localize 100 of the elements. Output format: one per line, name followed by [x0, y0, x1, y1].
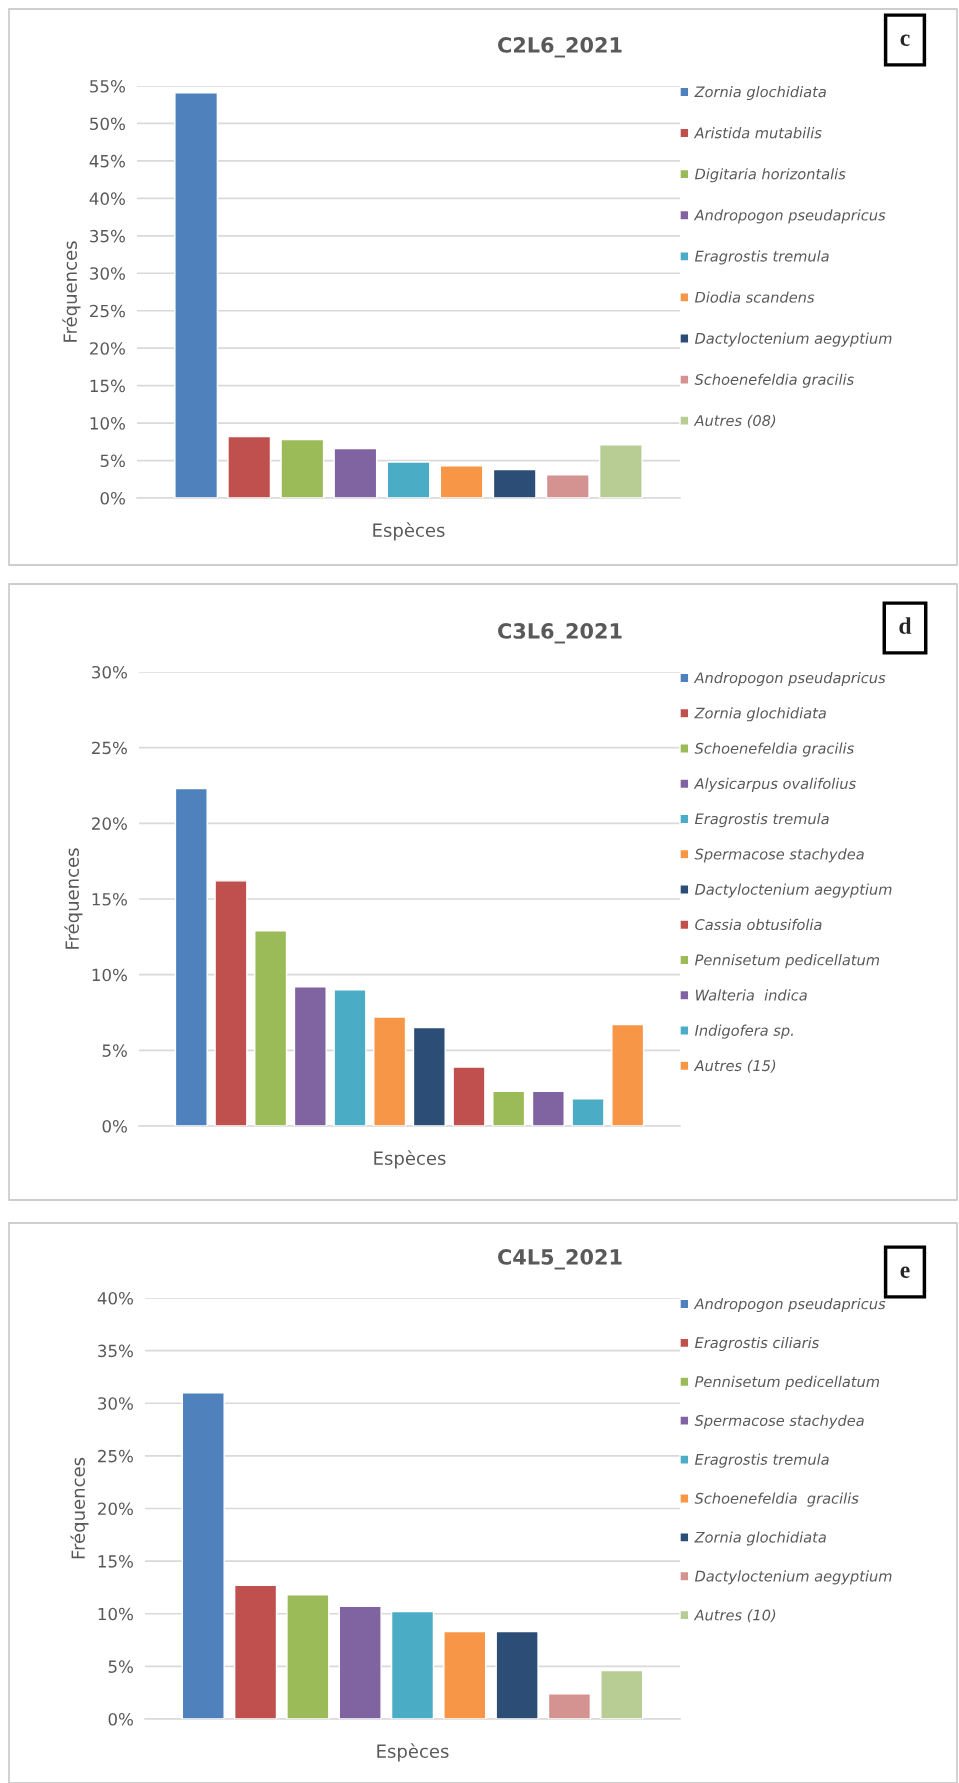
bar: [598, 444, 643, 498]
y-tick-label: 40%: [97, 1291, 133, 1305]
bar: [600, 1669, 644, 1719]
y-tick-label: 30%: [98, 1397, 133, 1410]
legend-label: Eragrostis tremula: [694, 250, 829, 265]
y-tick-label: 40%: [89, 192, 125, 205]
bar: [492, 1090, 526, 1126]
y-tick-label: 5%: [102, 1044, 127, 1057]
legend-label: Eragrostis ciliaris: [694, 1336, 819, 1352]
legend-label: Autres (08): [693, 414, 776, 428]
legend-label: Schoenefeldia gracilis: [694, 1492, 859, 1507]
y-tick-label: 25%: [98, 1449, 133, 1463]
text: e: [900, 1266, 910, 1278]
y-tick-label: 20%: [92, 817, 127, 830]
bar: [531, 1090, 565, 1126]
x-axis-title: Espèces: [373, 522, 445, 541]
y-tick-label: 0%: [108, 1712, 133, 1726]
bar: [386, 461, 431, 498]
y-tick-label: 5%: [108, 1660, 133, 1673]
chart-title: C4L5_2021: [498, 1249, 622, 1270]
bar: [571, 1098, 605, 1126]
legend-label: Dactyloctenium aegyptium: [694, 332, 892, 347]
legend-label: Cassia obtusifolia: [695, 918, 822, 931]
y-tick-label: 35%: [98, 1344, 133, 1358]
y-tick-label: 15%: [90, 379, 125, 393]
legend-label: Pennisetum pedicellatum: [694, 954, 879, 969]
legend-label: Aristida mutabilis: [693, 127, 822, 139]
bar: [373, 1016, 407, 1126]
x-axis-title: Espèces: [377, 1743, 449, 1762]
legend-label: Andropogon pseudapricus: [693, 1298, 886, 1313]
bar: [293, 986, 327, 1126]
y-tick-label: 25%: [90, 304, 125, 318]
bar: [286, 1594, 330, 1719]
bar: [439, 465, 484, 498]
legend-label: Spermacose stachydea: [694, 848, 864, 863]
y-tick-label: 35%: [90, 229, 125, 243]
y-tick-label: 0%: [100, 491, 125, 505]
y-tick-label: 15%: [98, 1555, 133, 1568]
legend-label: Schoenefeldia gracilis: [694, 742, 854, 757]
legend-label: Zornia glochidiata: [694, 86, 826, 101]
legend-label: Digitaria horizontalis: [694, 168, 846, 183]
y-tick-label: 20%: [90, 342, 125, 355]
bar: [333, 989, 367, 1126]
bar: [492, 468, 537, 498]
bar: [412, 1026, 446, 1126]
bar: [545, 474, 590, 498]
bar: [254, 930, 288, 1126]
legend-label: Schoenefeldia gracilis: [694, 373, 854, 388]
legend-label: Pennisetum pedicellatum: [694, 1375, 879, 1390]
y-tick-label: 25%: [92, 741, 127, 755]
chart-title: C2L6_2021: [498, 37, 622, 58]
bar: [452, 1066, 486, 1126]
bar: [214, 880, 248, 1126]
text: c: [900, 34, 910, 46]
legend-label: Zornia glochidiata: [694, 1531, 826, 1546]
y-tick-label: 55%: [90, 79, 125, 93]
bar: [227, 435, 272, 498]
bar: [547, 1693, 592, 1719]
legend-label: Andropogon pseudapricus: [693, 672, 886, 687]
legend-label: Walteria indica: [695, 989, 807, 1001]
legend-label: Autres (10): [693, 1609, 776, 1623]
y-tick-label: 0%: [102, 1119, 127, 1133]
legend-label: Eragrostis tremula: [694, 1453, 829, 1468]
y-tick-label: 30%: [92, 665, 127, 679]
legend-label: Andropogon pseudapricus: [693, 209, 886, 224]
y-tick-label: 45%: [89, 154, 125, 168]
x-axis-title: Espèces: [374, 1150, 446, 1169]
y-tick-label: 50%: [90, 117, 125, 131]
y-tick-label: 10%: [90, 417, 125, 430]
y-tick-label: 10%: [98, 1607, 133, 1621]
bar: [280, 438, 325, 498]
y-tick-label: 30%: [90, 267, 125, 280]
y-tick-label: 15%: [92, 892, 127, 906]
bar: [233, 1584, 278, 1719]
y-tick-label: 5%: [100, 454, 125, 468]
bar: [174, 92, 219, 498]
legend-label: Spermacose stachydea: [694, 1414, 864, 1429]
chart-title: C3L6_2021: [498, 623, 622, 644]
bar: [495, 1630, 539, 1719]
y-axis-title: Fréquences: [70, 1457, 89, 1559]
legend-label: Diodia scandens: [694, 291, 815, 303]
bar: [333, 447, 378, 498]
legend-label: Dactyloctenium aegyptium: [694, 1570, 892, 1585]
legend-label: Indigofera sp.: [694, 1024, 793, 1039]
bar: [181, 1392, 225, 1719]
bar: [174, 787, 208, 1126]
y-axis-title: Fréquences: [64, 848, 83, 949]
legend-label: Dactyloctenium aegyptium: [694, 883, 892, 898]
legend-label: Eragrostis tremula: [694, 813, 829, 828]
text: d: [899, 617, 912, 634]
legend-label: Alysicarpus ovalifolius: [693, 777, 856, 792]
y-axis-title: Fréquences: [62, 241, 81, 342]
legend-label: Zornia glochidiata: [694, 707, 826, 722]
legend-label: Autres (15): [693, 1059, 776, 1073]
bar: [390, 1610, 435, 1719]
y-tick-label: 10%: [92, 968, 127, 982]
bar: [338, 1605, 382, 1719]
bar: [611, 1023, 645, 1126]
y-tick-label: 20%: [98, 1502, 133, 1516]
bar: [443, 1630, 487, 1719]
